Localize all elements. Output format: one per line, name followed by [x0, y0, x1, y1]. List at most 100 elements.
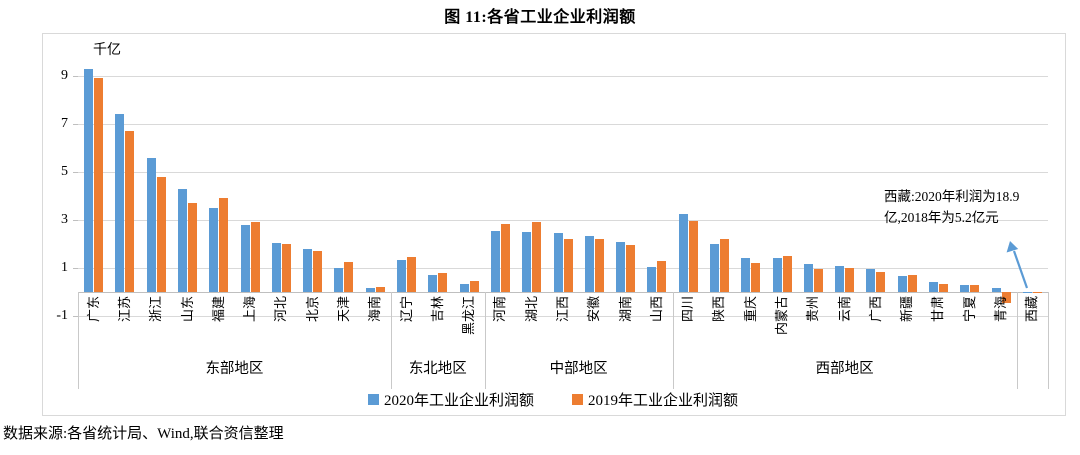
y-axis-tick	[73, 124, 78, 125]
category-label-text: 江西	[555, 296, 570, 323]
category-label: 吉林	[430, 296, 446, 368]
legend-item: 2020年工业企业利润额	[367, 389, 534, 410]
category-label-text: 内蒙古	[774, 296, 790, 336]
bar-2019年	[344, 262, 354, 292]
category-label-text: 海南	[367, 296, 383, 323]
bar-2020年	[678, 214, 688, 292]
category-label-text: 辽宁	[398, 296, 414, 323]
category-label-text: 重庆	[742, 296, 758, 323]
gridline	[78, 76, 1048, 77]
bar-2019年	[657, 260, 667, 292]
bar-2020年	[178, 188, 188, 292]
x-axis-line	[78, 292, 1048, 293]
bar-2019年	[156, 176, 166, 292]
category-label-text: 四川	[680, 296, 696, 323]
gridline	[78, 124, 1048, 125]
bar-2020年	[553, 233, 563, 292]
category-label: 辽宁	[399, 296, 415, 368]
category-label: 江西	[555, 296, 571, 368]
category-label: 甘肃	[930, 296, 946, 368]
category-label: 福建	[211, 296, 227, 368]
bar-2019年	[94, 78, 104, 292]
legend-label: 2020年工业企业利润额	[383, 393, 534, 409]
bar-2020年	[741, 258, 751, 292]
category-label-text: 天津	[335, 296, 351, 323]
category-label: 四川	[680, 296, 696, 368]
category-label: 黑龙江	[461, 296, 477, 368]
category-label-text: 福建	[210, 296, 226, 323]
category-label: 贵州	[805, 296, 821, 368]
legend-swatch-icon	[367, 394, 379, 405]
chart-legend: 2020年工业企业利润额 2019年工业企业利润额	[42, 389, 1064, 410]
region-separator	[78, 292, 79, 389]
bar-2020年	[428, 275, 438, 292]
category-label: 广东	[86, 296, 102, 368]
gridline	[78, 172, 1048, 173]
y-axis-unit-label: 千亿	[93, 43, 121, 58]
category-label: 山东	[180, 296, 196, 368]
bar-2019年	[626, 245, 636, 292]
category-label: 新疆	[899, 296, 915, 368]
category-label: 江苏	[117, 296, 133, 368]
category-label: 陕西	[711, 296, 727, 368]
gridline	[78, 268, 1048, 269]
category-label: 广西	[868, 296, 884, 368]
bar-2019年	[563, 239, 573, 292]
bar-2019年	[375, 287, 385, 292]
bar-2019年	[688, 221, 698, 292]
category-label: 青海	[993, 296, 1009, 368]
bar-2020年	[334, 268, 344, 292]
region-label: 东部地区	[205, 361, 264, 377]
category-label: 上海	[242, 296, 258, 368]
bar-2019年	[125, 131, 135, 292]
region-separator	[672, 292, 674, 389]
bar-2020年	[303, 248, 313, 292]
data-source-note: 数据来源:各省统计局、Wind,联合资信整理	[3, 426, 284, 442]
category-label-text: 陕西	[711, 296, 727, 323]
category-label-text: 云南	[836, 296, 852, 323]
bar-2020年	[522, 232, 532, 292]
tibet-annotation-text: 西藏:2020年利润为18.9 亿,2018年为5.2亿元	[884, 189, 1020, 225]
category-label: 西藏	[1024, 296, 1040, 368]
category-label-text: 河北	[273, 296, 289, 323]
region-separator	[390, 292, 392, 389]
region-separator	[1016, 292, 1018, 389]
bar-2019年	[938, 283, 948, 292]
bar-2019年	[532, 222, 542, 292]
category-label: 河南	[492, 296, 508, 368]
bar-2019年	[250, 222, 260, 292]
figure-title: 图 11:各省工业企业利润额	[444, 9, 636, 26]
category-label-text: 吉林	[429, 296, 445, 323]
bar-2020年	[459, 283, 469, 292]
bar-2019年	[1032, 291, 1042, 293]
y-axis-tick-label: -1	[56, 308, 68, 323]
y-axis-tick-label: 3	[61, 212, 68, 227]
bar-2020年	[960, 284, 970, 292]
category-label: 河北	[273, 296, 289, 368]
y-axis-tick-label: 5	[61, 164, 68, 179]
gridline	[78, 316, 1048, 317]
category-label: 内蒙古	[774, 296, 790, 368]
category-label-text: 西藏	[1024, 296, 1040, 323]
category-label-text: 湖南	[617, 296, 633, 323]
category-label-text: 安徽	[586, 296, 602, 323]
bar-2020年	[271, 242, 281, 292]
bar-2019年	[594, 239, 604, 292]
category-label: 湖北	[524, 296, 540, 368]
bar-2019年	[438, 272, 448, 292]
category-label-text: 江苏	[116, 296, 132, 323]
bar-2020年	[115, 114, 125, 292]
bar-2020年	[240, 224, 250, 292]
bar-2020年	[647, 266, 657, 292]
legend-swatch-icon	[572, 394, 583, 405]
y-axis-tick	[73, 316, 78, 317]
category-label-text: 青海	[993, 296, 1009, 323]
bar-2019年	[751, 263, 761, 292]
bar-2020年	[146, 157, 156, 292]
region-label: 西部地区	[815, 361, 874, 377]
bar-2020年	[397, 259, 407, 292]
bar-2020年	[928, 282, 938, 292]
y-axis-tick	[73, 76, 78, 77]
region-separator	[484, 292, 486, 389]
category-label: 天津	[336, 296, 352, 368]
